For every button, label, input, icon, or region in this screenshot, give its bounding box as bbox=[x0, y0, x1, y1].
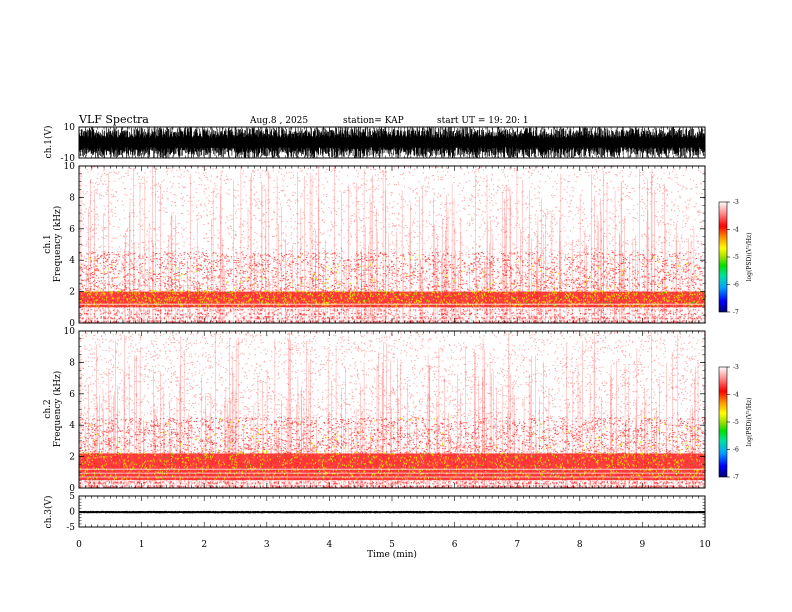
x-tick-label: 2 bbox=[201, 540, 207, 550]
ch2-spectrogram-panel: 0 2 4 6 8 10 bbox=[64, 327, 707, 494]
ch2-colorbar-gradient bbox=[718, 366, 728, 478]
time-axis: 0 1 2 3 4 5 6 7 8 9 10 bbox=[76, 540, 711, 550]
y-tick-label: 8 bbox=[69, 358, 75, 368]
date-label: Aug.8 , 2025 bbox=[249, 116, 308, 126]
y-tick-label: 6 bbox=[69, 390, 75, 400]
figure-title: VLF Spectra bbox=[78, 113, 149, 126]
x-tick-label: 3 bbox=[264, 540, 270, 550]
start-time-label: start UT = 19: 20: 1 bbox=[437, 116, 529, 126]
y-tick-label: 2 bbox=[69, 288, 75, 298]
colorbar-tick-label: -3 bbox=[733, 364, 739, 371]
x-tick-label: 9 bbox=[640, 540, 646, 550]
spectrogram-intense-band bbox=[79, 453, 705, 481]
ch3-waveform-trace bbox=[78, 510, 705, 514]
ch2-colorbar: -3 -4 -5 -6 -7 log(PSD)(V²/Hz) bbox=[718, 364, 753, 481]
ch3-waveform-panel: 5 0 -5 bbox=[66, 492, 706, 533]
y-tick-label: 4 bbox=[69, 421, 75, 431]
y-tick-label: 8 bbox=[69, 193, 75, 203]
colorbar-tick-label: -3 bbox=[733, 199, 739, 206]
ch1-ylabel: ch.1(V) bbox=[43, 126, 54, 159]
ch1-waveform-panel: 10 -10 bbox=[61, 123, 706, 164]
y-tick-label: 2 bbox=[69, 453, 75, 463]
ch1-colorbar-gradient bbox=[718, 201, 728, 313]
x-tick-label: 0 bbox=[76, 540, 82, 550]
colorbar-tick-label: -7 bbox=[733, 309, 739, 316]
colorbar-tick-label: -6 bbox=[733, 447, 739, 454]
colorbar-label: log(PSD)(V²/Hz) bbox=[746, 233, 753, 282]
x-tick-label: 6 bbox=[452, 540, 458, 550]
y-tick-label: 6 bbox=[69, 225, 75, 235]
spec2-ylabel-line1: ch.2 bbox=[43, 399, 53, 418]
y-tick-label: 4 bbox=[69, 256, 75, 266]
x-tick-label: 8 bbox=[577, 540, 583, 550]
ch1-colorbar: -3 -4 -5 -6 -7 log(PSD)(V²/Hz) bbox=[718, 199, 753, 316]
colorbar-tick-label: -4 bbox=[733, 227, 739, 234]
y-tick-label: 10 bbox=[64, 327, 76, 337]
y-tick-label: 0 bbox=[69, 319, 75, 329]
x-tick-label: 10 bbox=[699, 540, 711, 550]
y-tick-label: 0 bbox=[69, 508, 75, 518]
x-tick-label: 4 bbox=[327, 540, 333, 550]
colorbar-tick-label: -5 bbox=[733, 419, 739, 426]
x-tick-label: 1 bbox=[139, 540, 145, 550]
y-tick-label: 10 bbox=[64, 162, 76, 172]
spec2-ylabel-line2: Frequency (kHz) bbox=[52, 371, 63, 448]
spec1-ylabel-line1: ch.1 bbox=[43, 234, 53, 253]
spectrogram-hotspots bbox=[78, 416, 706, 481]
ch1-spectrogram-panel: 0 2 4 6 8 10 bbox=[64, 162, 707, 329]
colorbar-tick-label: -6 bbox=[733, 282, 739, 289]
spectrogram-green-spots bbox=[84, 290, 705, 308]
y-tick-label: -10 bbox=[61, 154, 76, 164]
ch3-ylabel: ch.3(V) bbox=[43, 496, 54, 529]
x-tick-label: 7 bbox=[514, 540, 520, 550]
y-tick-label: 5 bbox=[69, 492, 75, 502]
colorbar-tick-label: -7 bbox=[733, 474, 739, 481]
colorbar-tick-label: -4 bbox=[733, 392, 739, 399]
colorbar-tick-label: -5 bbox=[733, 254, 739, 261]
station-label: station= KAP bbox=[343, 116, 404, 126]
xaxis-label: Time (min) bbox=[367, 549, 417, 560]
y-tick-label: 10 bbox=[64, 123, 76, 133]
x-tick-label: 5 bbox=[389, 540, 395, 550]
y-tick-label: -5 bbox=[66, 523, 75, 533]
spec1-ylabel-line2: Frequency (kHz) bbox=[52, 206, 63, 283]
y-tick-label: 0 bbox=[69, 484, 75, 494]
colorbar-label: log(PSD)(V²/Hz) bbox=[746, 398, 753, 447]
